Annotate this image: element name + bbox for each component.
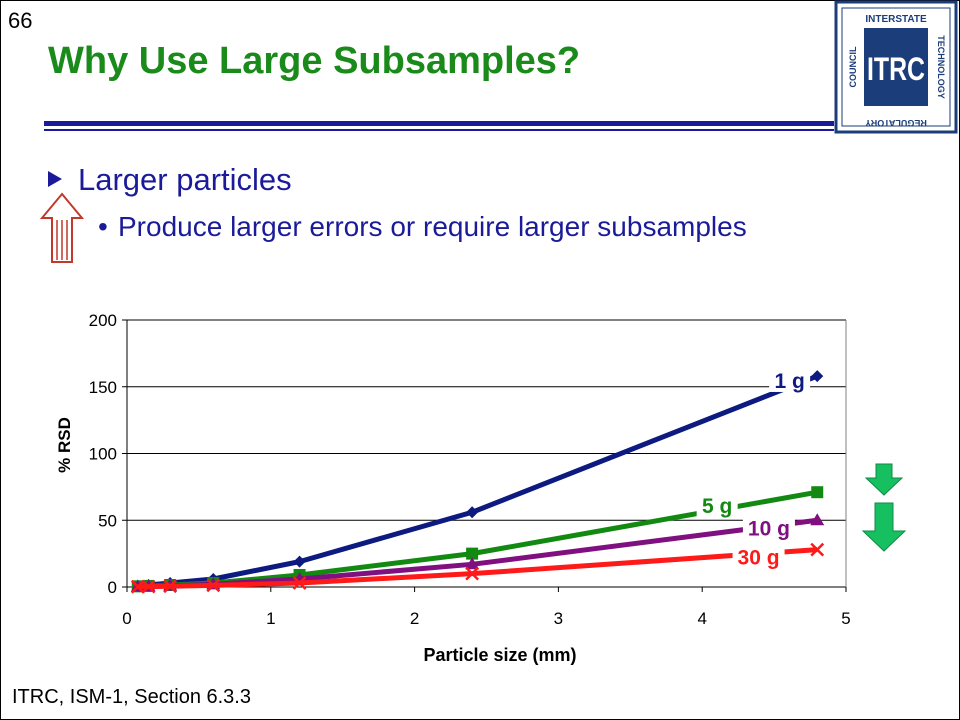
data-point-s3-0 — [130, 579, 145, 594]
data-point-s0-6 — [811, 370, 824, 383]
bullet-main: Larger particles — [78, 162, 292, 197]
title-rule-thick — [44, 121, 834, 126]
logo-center-text: ITRC — [867, 51, 925, 87]
title-rule-thin — [44, 129, 834, 131]
series-label-2: 10 g — [748, 517, 790, 540]
rsd-line-chart: 0 50 100 150 200 0 1 2 3 4 5 1 g 5 g 10 g 30 g Partic… — [55, 311, 907, 665]
x-tick-label-4: 4 — [697, 609, 706, 628]
series-label-bg-1 — [696, 493, 738, 518]
series-label-bg-2 — [742, 515, 795, 540]
series-label-0: 1 g — [774, 370, 804, 393]
x-tick-label-5: 5 — [841, 609, 850, 628]
down-arrow-small-icon — [864, 463, 904, 496]
data-point-s2-6 — [810, 513, 825, 526]
y-tick-label-2: 100 — [89, 445, 117, 464]
down-arrow-large-icon — [861, 502, 907, 552]
slide-number: 66 — [8, 8, 33, 33]
data-point-s3-2 — [163, 579, 178, 594]
bullet-triangle-icon — [48, 171, 62, 187]
data-point-s0-5 — [466, 506, 479, 519]
source-footer: ITRC, ISM-1, Section 6.3.3 — [12, 686, 251, 708]
itrc-logo: ITRC INTERSTATE REGULATORY COUNCIL TECHN… — [834, 0, 958, 134]
x-axis-label: Particle size (mm) — [423, 645, 576, 665]
x-tick-label-1: 1 — [266, 609, 275, 628]
series-label-1: 5 g — [702, 495, 732, 518]
x-tick-label-0: 0 — [122, 609, 131, 628]
logo-top-text: INTERSTATE — [865, 14, 927, 25]
x-tick-label-3: 3 — [554, 609, 563, 628]
logo-right-text: TECHNOLOGY — [936, 35, 946, 99]
data-point-s3-1 — [141, 579, 156, 594]
data-point-s2-5 — [465, 557, 480, 570]
series-label-bg-3 — [732, 544, 785, 569]
y-tick-label-3: 150 — [89, 378, 117, 397]
bullet-dot-icon: • — [98, 211, 108, 242]
slide-title: Why Use Large Subsamples? — [48, 40, 581, 82]
data-point-s1-5 — [466, 547, 479, 560]
up-arrow-icon — [40, 192, 84, 263]
logo-bottom-text: REGULATORY — [865, 118, 927, 128]
y-tick-label-0: 0 — [108, 578, 117, 597]
y-axis-label: % RSD — [55, 417, 74, 473]
data-point-s3-6 — [810, 542, 825, 557]
series-label-3: 30 g — [738, 547, 780, 570]
data-point-s3-3 — [206, 578, 221, 593]
data-point-s3-4 — [292, 576, 307, 590]
y-tick-label-1: 50 — [98, 511, 117, 530]
y-tick-label-4: 200 — [89, 311, 117, 330]
x-tick-label-2: 2 — [410, 609, 419, 628]
bullet-sub: Produce larger errors or require larger … — [118, 211, 747, 242]
data-point-s0-4 — [293, 555, 306, 568]
logo-left-text: COUNCIL — [848, 46, 858, 87]
data-point-s3-5 — [465, 566, 480, 581]
series-label-bg-0 — [769, 367, 811, 392]
data-point-s1-6 — [811, 486, 824, 499]
